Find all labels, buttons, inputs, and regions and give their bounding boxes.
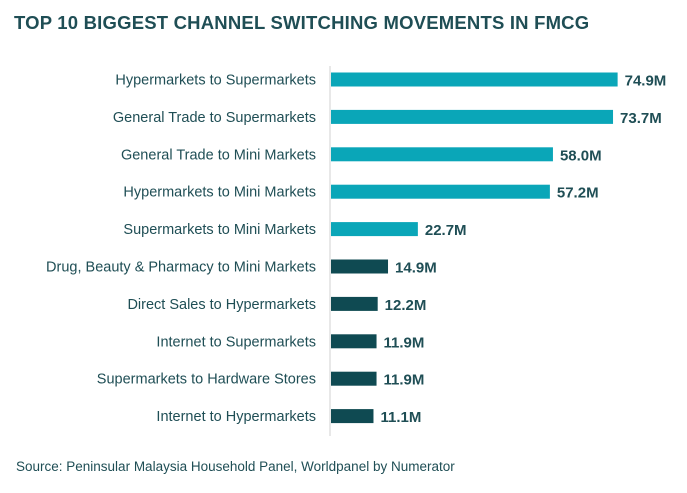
bar-chart: Hypermarkets to Supermarkets 74.9M General… [46, 66, 667, 436]
category-label: Direct Sales to Hypermarkets [127, 297, 316, 313]
category-label: General Trade to Supermarkets [113, 110, 316, 126]
value-label: 74.9M [625, 73, 667, 90]
value-label: 57.2M [557, 185, 599, 202]
value-label: 58.0M [560, 147, 602, 164]
value-label: 11.9M [384, 372, 425, 389]
bar [331, 296, 378, 311]
bar [331, 409, 374, 424]
bar [331, 259, 389, 274]
category-label: Supermarkets to Mini Markets [123, 222, 316, 238]
value-label: 11.9M [384, 334, 425, 351]
bar [331, 72, 618, 87]
value-label: 73.7M [620, 110, 662, 127]
value-label: 12.2M [385, 297, 427, 314]
value-label: 14.9M [395, 260, 437, 277]
bar [331, 371, 377, 386]
bar [331, 109, 614, 124]
category-label: Drug, Beauty & Pharmacy to Mini Markets [46, 260, 316, 276]
category-label: Supermarkets to Hardware Stores [97, 372, 316, 388]
category-label: Hypermarkets to Supermarkets [115, 73, 316, 89]
chart-title: TOP 10 BIGGEST CHANNEL SWITCHING MOVEMEN… [14, 12, 590, 33]
category-label: Internet to Supermarkets [156, 334, 316, 350]
category-label: General Trade to Mini Markets [121, 147, 316, 163]
value-label: 11.1M [380, 409, 421, 426]
bar [331, 334, 377, 349]
bar [331, 184, 550, 199]
category-label: Hypermarkets to Mini Markets [123, 185, 316, 201]
source-note: Source: Peninsular Malaysia Household Pa… [16, 459, 455, 474]
bar [331, 147, 553, 162]
value-label: 22.7M [425, 222, 467, 239]
category-label: Internet to Hypermarkets [156, 409, 316, 425]
bar [331, 222, 418, 237]
